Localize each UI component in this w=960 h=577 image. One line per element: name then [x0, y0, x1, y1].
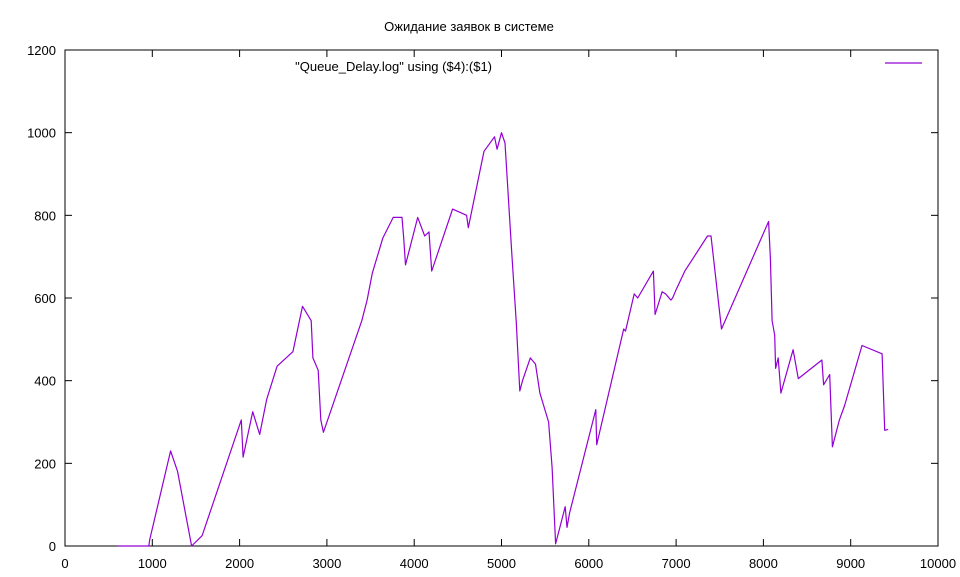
x-tick-label: 8000	[749, 556, 778, 571]
x-tick-label: 1000	[138, 556, 167, 571]
ticks: 0 1000 2000 3000 4000 5000 6000 7000 8000 9000 100…	[27, 43, 956, 571]
x-tick-label: 0	[61, 556, 68, 571]
legend-label: "Queue_Delay.log" using ($4):($1)	[295, 59, 492, 74]
y-tick-label: 600	[34, 291, 56, 306]
y-tick-label: 200	[34, 456, 56, 471]
x-tick-label: 10000	[920, 556, 956, 571]
x-tick-label: 9000	[836, 556, 865, 571]
x-tick-label: 5000	[487, 556, 516, 571]
y-tick-label: 1000	[27, 126, 56, 141]
x-tick-label: 3000	[312, 556, 341, 571]
x-tick-label: 6000	[574, 556, 603, 571]
chart-title: Ожидание заявок в системе	[384, 19, 554, 34]
y-tick-label: 1200	[27, 43, 56, 58]
legend: "Queue_Delay.log" using ($4):($1)	[295, 59, 922, 74]
plot-frame	[64, 49, 939, 547]
x-tick-label: 4000	[400, 556, 429, 571]
x-tick-label: 2000	[225, 556, 254, 571]
series-group	[117, 132, 889, 547]
series-line	[117, 132, 889, 547]
y-tick-label: 800	[34, 208, 56, 223]
y-tick-label: 0	[49, 539, 56, 554]
x-tick-label: 7000	[662, 556, 691, 571]
y-tick-label: 400	[34, 374, 56, 389]
